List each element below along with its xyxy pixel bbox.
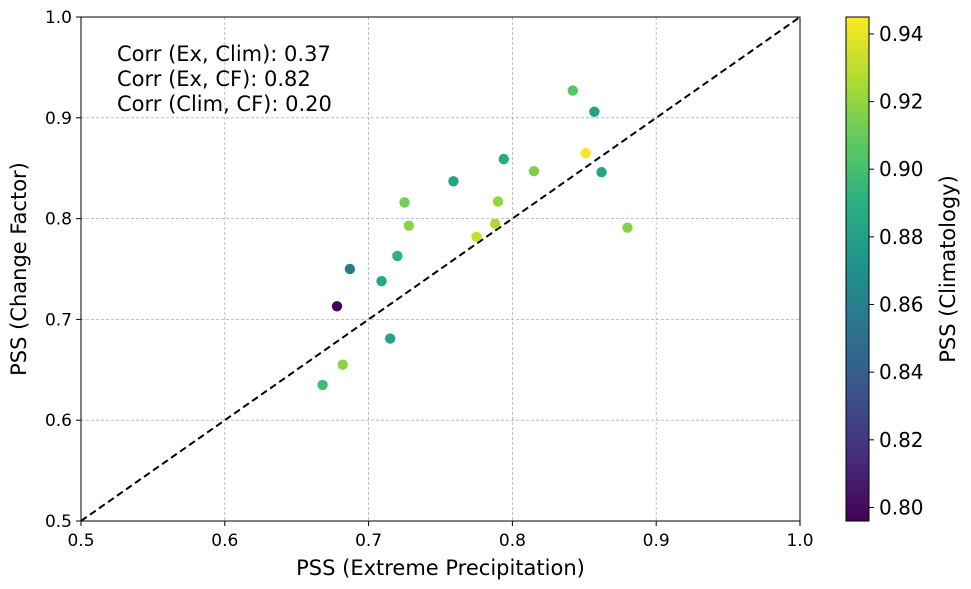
y-tick-label: 0.7 bbox=[45, 310, 72, 330]
data-point bbox=[344, 263, 356, 275]
identity-reference-line bbox=[80, 16, 801, 522]
data-point bbox=[580, 147, 591, 159]
colorbar: 0.80 0.82 0.84 0.86 0.88 0.90 0.92 0.94 PSS (Cl… bbox=[845, 16, 960, 522]
colorbar-tick-label: 0.80 bbox=[879, 495, 924, 519]
y-tick-label: 0.8 bbox=[45, 210, 72, 230]
colorbar-gradient bbox=[845, 16, 870, 522]
data-point bbox=[317, 379, 328, 391]
colorbar-tick-label: 0.84 bbox=[879, 360, 924, 384]
data-point bbox=[376, 275, 387, 287]
data-point bbox=[331, 301, 343, 312]
data-point bbox=[596, 167, 607, 178]
data-point bbox=[384, 333, 396, 344]
annotation-corr-clim-cf: Corr (Clim, CF): 0.20 bbox=[117, 92, 332, 116]
data-point bbox=[489, 218, 501, 229]
x-tick-label: 0.6 bbox=[211, 531, 238, 551]
y-tick-label: 0.5 bbox=[45, 512, 72, 532]
colorbar-tick-label: 0.90 bbox=[879, 157, 924, 181]
y-tick-label: 1.0 bbox=[45, 8, 72, 28]
y-axis-title: PSS (Change Factor) bbox=[7, 162, 31, 376]
correlation-annotations: Corr (Ex, Clim): 0.37 Corr (Ex, CF): 0.8… bbox=[117, 42, 332, 116]
data-point bbox=[399, 197, 410, 208]
colorbar-tick-label: 0.92 bbox=[879, 90, 924, 114]
y-tick-label: 0.6 bbox=[45, 411, 72, 431]
data-point bbox=[589, 106, 600, 117]
annotation-corr-ex-cf: Corr (Ex, CF): 0.82 bbox=[117, 67, 311, 91]
colorbar-tick-label: 0.86 bbox=[879, 293, 924, 317]
x-tick-label: 0.8 bbox=[499, 531, 526, 551]
data-point bbox=[622, 222, 633, 233]
colorbar-ticks: 0.80 0.82 0.84 0.86 0.88 0.90 0.92 0.94 bbox=[869, 22, 924, 519]
data-point bbox=[528, 166, 540, 177]
data-point bbox=[448, 176, 459, 187]
colorbar-title: PSS (Climatology) bbox=[936, 175, 960, 363]
x-axis-title: PSS (Extreme Precipitation) bbox=[296, 556, 585, 580]
colorbar-tick-label: 0.94 bbox=[879, 22, 924, 46]
data-point bbox=[498, 153, 509, 165]
x-tick-label: 0.7 bbox=[355, 531, 382, 551]
data-point bbox=[567, 85, 578, 96]
data-point bbox=[492, 196, 504, 207]
y-axis-ticks: 0.5 0.6 0.7 0.8 0.9 1.0 bbox=[45, 8, 81, 532]
data-point bbox=[403, 220, 415, 231]
plot-frame bbox=[80, 16, 801, 522]
x-tick-label: 1.0 bbox=[786, 531, 813, 551]
data-point bbox=[337, 359, 348, 370]
colorbar-tick-label: 0.82 bbox=[879, 428, 924, 452]
data-point bbox=[392, 250, 403, 262]
colorbar-tick-label: 0.88 bbox=[879, 225, 924, 249]
y-tick-label: 0.9 bbox=[45, 109, 72, 129]
annotation-corr-ex-clim: Corr (Ex, Clim): 0.37 bbox=[117, 42, 331, 66]
data-point bbox=[471, 231, 482, 242]
x-tick-label: 0.5 bbox=[67, 531, 94, 551]
data-points bbox=[317, 85, 633, 391]
x-tick-label: 0.9 bbox=[643, 531, 670, 551]
x-axis-ticks: 0.5 0.6 0.7 0.8 0.9 1.0 bbox=[67, 521, 814, 551]
